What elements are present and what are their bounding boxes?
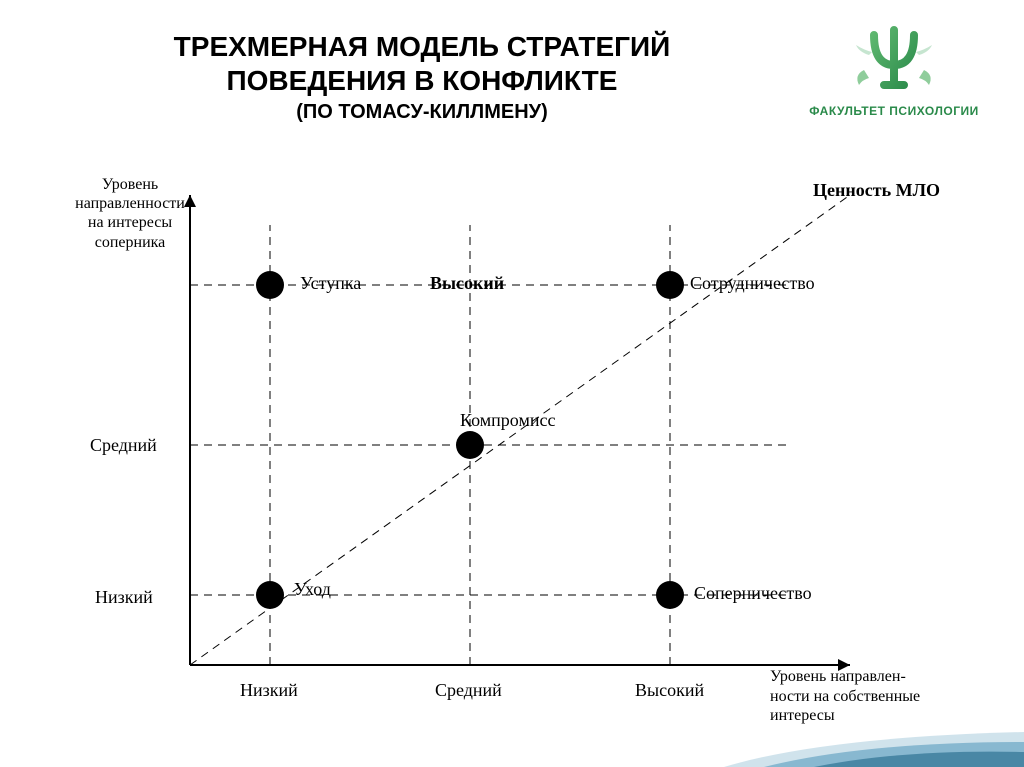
chart-area: Уровень направленности на интересы сопер… [70,165,950,725]
y-axis-label: Уровень направленности на интересы сопер… [70,175,190,252]
psi-logo-icon [844,20,944,100]
slide: ТРЕХМЕРНАЯ МОДЕЛЬ СТРАТЕГИЙ ПОВЕДЕНИЯ В … [0,0,1024,767]
x-tick-label: Низкий [240,680,298,701]
logo-block: ФАКУЛЬТЕТ ПСИХОЛОГИИ [804,20,984,118]
point-label: Уход [294,579,331,600]
x-tick-label: Средний [435,680,502,701]
y-tick-label: Средний [90,435,157,456]
y-axis-label-line: на интересы [70,213,190,232]
x-tick-label: Высокий [635,680,704,701]
x-axis-label-line: Уровень направлен- [770,667,950,686]
y-tick-label: Низкий [95,587,153,608]
diagonal-label: Ценность МЛО [813,180,940,201]
y-axis-label-line: Уровень [70,175,190,194]
subtitle: (ПО ТОМАСУ-КИЛЛМЕНУ) [40,101,804,124]
point-label: Уступка [300,273,361,294]
point-label: Соперничество [694,583,812,604]
title-line2: ПОВЕДЕНИЯ В КОНФЛИКТЕ [40,64,804,98]
point-label: Сотрудничество [690,273,815,294]
title-block: ТРЕХМЕРНАЯ МОДЕЛЬ СТРАТЕГИЙ ПОВЕДЕНИЯ В … [40,20,804,124]
y-axis-label-line: направленности [70,194,190,213]
faculty-label: ФАКУЛЬТЕТ ПСИХОЛОГИИ [804,104,984,118]
header: ТРЕХМЕРНАЯ МОДЕЛЬ СТРАТЕГИЙ ПОВЕДЕНИЯ В … [40,20,984,124]
x-axis-label-line: ности на собственные [770,687,950,706]
decoration-swoosh-icon [724,707,1024,767]
point-label: Компромисс [460,410,555,431]
title-line1: ТРЕХМЕРНАЯ МОДЕЛЬ СТРАТЕГИЙ [40,30,804,64]
chart-svg [70,165,950,725]
y-axis-label-line: соперника [70,233,190,252]
center-value-label: Высокий [430,273,504,294]
